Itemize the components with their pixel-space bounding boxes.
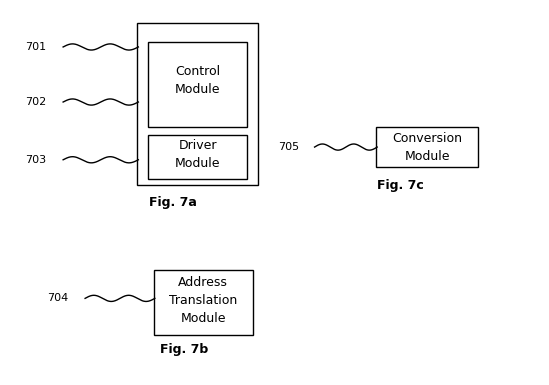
FancyBboxPatch shape (148, 42, 247, 127)
Text: Control
Module: Control Module (175, 65, 220, 96)
Text: Fig. 7b: Fig. 7b (160, 343, 208, 356)
Text: Driver
Module: Driver Module (175, 139, 220, 170)
Text: 701: 701 (26, 42, 47, 52)
Text: Conversion
Module: Conversion Module (392, 132, 462, 162)
Text: Fig. 7c: Fig. 7c (377, 179, 424, 192)
FancyBboxPatch shape (376, 127, 478, 167)
Text: Fig. 7a: Fig. 7a (149, 196, 197, 209)
FancyBboxPatch shape (148, 135, 247, 179)
Text: 703: 703 (26, 155, 47, 165)
Text: 704: 704 (47, 293, 69, 303)
Text: 705: 705 (278, 142, 299, 152)
Text: Address
Translation
Module: Address Translation Module (169, 276, 237, 325)
Text: 702: 702 (25, 97, 47, 107)
FancyBboxPatch shape (154, 270, 253, 335)
FancyBboxPatch shape (137, 23, 258, 185)
